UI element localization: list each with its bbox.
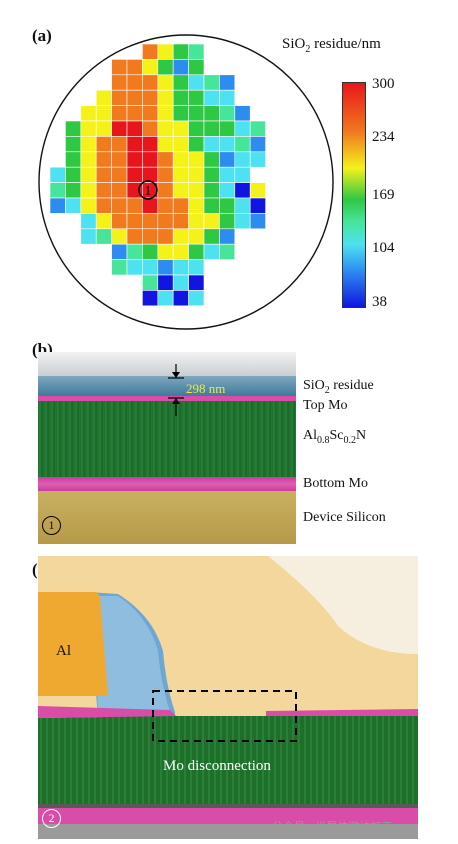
label-sio2-residue: SiO2 residue (303, 378, 374, 396)
al-label: Al (56, 643, 71, 659)
top-mo-layer (38, 396, 296, 401)
colorbar-tick-234: 234 (372, 129, 395, 145)
label-device-silicon: Device Silicon (303, 510, 386, 525)
wafer-cell (188, 290, 205, 307)
mo-disconnection-label: Mo disconnection (163, 758, 271, 774)
colorbar-tick-300: 300 (372, 76, 395, 92)
wafer-cell (249, 151, 266, 168)
panel-a-label: (a) (32, 26, 52, 45)
sem-cross-section-b (38, 352, 296, 544)
sem-cross-section-c (38, 556, 418, 839)
colorbar-tick-169: 169 (372, 187, 395, 203)
marker-1-a: 1 (145, 183, 152, 198)
thickness-label: 298 nm (186, 381, 226, 396)
wafer-cell (249, 213, 266, 230)
wafer-cells: 12 (49, 43, 311, 307)
label-bottom-mo: Bottom Mo (303, 476, 368, 491)
marker-2-a: 2 (298, 198, 305, 213)
colorbar-title: SiO2 residue/nm (282, 36, 381, 55)
label-top-mo: Top Mo (303, 398, 348, 413)
sio2-residue-layer (38, 376, 296, 396)
wafer-map: 12 (38, 34, 334, 330)
watermark: 公众号 · 半导体微纳加工 (272, 820, 393, 833)
label-alscn: Al0.8Sc0.2N (303, 428, 367, 446)
colorbar-tick-104: 104 (372, 240, 395, 256)
top-gray-region (38, 352, 296, 376)
alscn-layer (38, 401, 296, 477)
device-silicon-layer (38, 491, 296, 544)
marker-1-b: 1 (42, 516, 61, 535)
wafer-outline (38, 34, 334, 330)
wafer-cell (219, 243, 236, 260)
marker-1-a-circle (138, 180, 158, 200)
marker-2-c: 2 (42, 809, 61, 828)
marker-2-a-circle (291, 195, 311, 215)
colorbar (342, 82, 366, 308)
colorbar-tick-38: 38 (372, 294, 387, 310)
bottom-mo-layer (38, 477, 296, 491)
disconnection-box (152, 690, 297, 742)
